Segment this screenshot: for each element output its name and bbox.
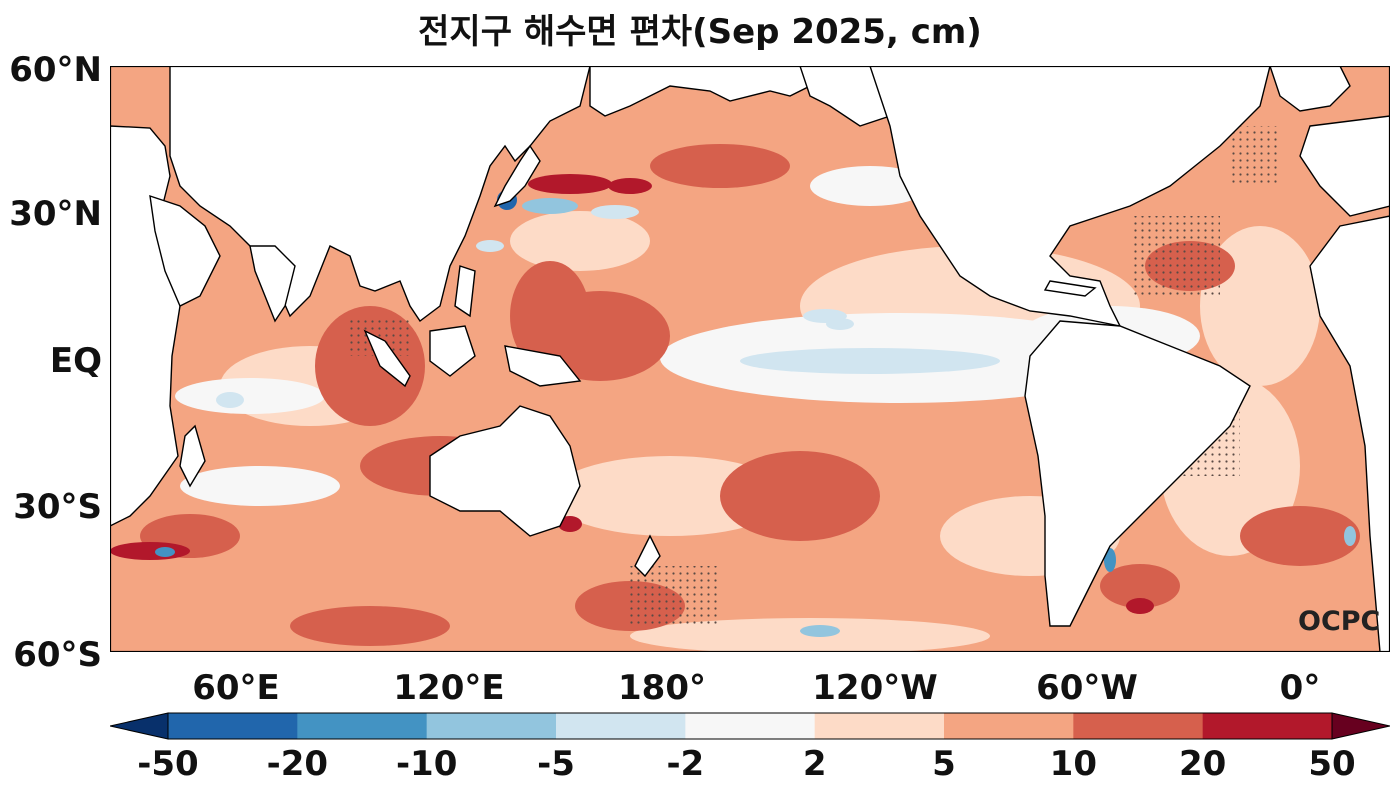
india-land	[249, 245, 296, 323]
ylabel-30s: 30°S	[13, 487, 102, 527]
colorbar-segment	[426, 713, 557, 739]
greenland-land	[1269, 66, 1351, 112]
map-frame	[110, 66, 1390, 652]
colorbar-segments	[110, 712, 1390, 740]
colorbar-segment	[556, 713, 686, 739]
ylabel-eq: EQ	[49, 341, 102, 381]
new-guinea-land	[504, 345, 582, 387]
sumatra-land	[363, 329, 411, 388]
ylabel-60s: 60°S	[13, 635, 102, 675]
borneo-land	[429, 325, 476, 377]
colorbar-tick-label: -2	[666, 744, 705, 784]
ylabel-30n: 30°N	[9, 194, 102, 234]
australia-land	[429, 405, 581, 537]
ylabel-60n: 60°N	[9, 50, 102, 90]
colorbar-tick-label: -5	[537, 744, 575, 784]
new-zealand-land	[634, 534, 661, 578]
colorbar-tick-label: 5	[932, 744, 956, 784]
map-title: 전지구 해수면 편차(Sep 2025, cm)	[418, 12, 982, 52]
colorbar-segment	[814, 713, 945, 739]
xlabel-60e: 60°E	[192, 668, 280, 708]
arabia-land	[149, 194, 221, 307]
land	[110, 66, 1390, 652]
colorbar-segment	[168, 713, 298, 739]
alaska-land	[799, 66, 891, 127]
colorbar-segment	[297, 713, 428, 739]
colorbar-segment	[685, 713, 816, 739]
colorbar-segment	[944, 713, 1074, 739]
europe-africa-west-land	[1299, 115, 1390, 217]
xlabel-120e: 120°E	[393, 668, 505, 708]
xlabel-120w: 120°W	[812, 668, 938, 708]
colorbar-frame	[167, 712, 1333, 740]
colorbar-arrow-min	[110, 712, 169, 740]
xlabel-60w: 60°W	[1036, 668, 1138, 708]
xlabel-0: 0°	[1279, 668, 1321, 708]
ocpc-watermark: OCPC	[1298, 606, 1381, 637]
colorbar-tick-label: 20	[1178, 744, 1227, 784]
south-america-land	[1024, 320, 1251, 627]
north-america-land	[869, 66, 1271, 327]
philippines-land	[454, 265, 476, 318]
colorbar-tick-label: 10	[1049, 744, 1097, 784]
colorbar-arrow-max	[1331, 712, 1390, 740]
sea-level-anomaly-map	[110, 66, 1390, 652]
japan-land	[493, 144, 541, 208]
colorbar-segment	[1073, 713, 1204, 739]
colorbar-tick-label: -10	[395, 744, 458, 784]
colorbar-tick-label: 2	[802, 744, 827, 784]
colorbar-tick-label: 50	[1308, 744, 1356, 784]
africa-west-land	[1309, 215, 1390, 652]
colorbar-segment	[1202, 713, 1333, 739]
madagascar-land	[179, 424, 206, 488]
colorbar-tick-label: -50	[137, 744, 199, 784]
colorbar	[110, 712, 1390, 740]
xlabel-180: 180°	[618, 668, 706, 708]
cuba-land	[1043, 280, 1097, 297]
colorbar-tick-label: -20	[266, 744, 329, 784]
